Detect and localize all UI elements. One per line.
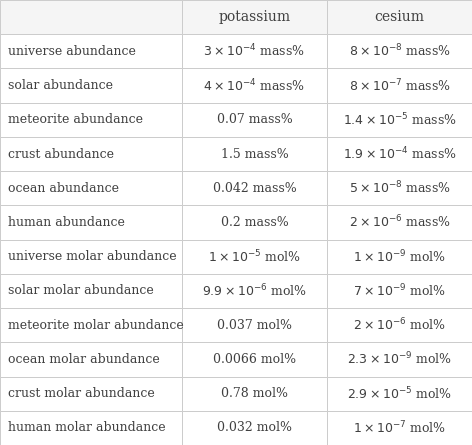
Text: $3\times10^{-4}$ mass%: $3\times10^{-4}$ mass% [203, 43, 305, 60]
Bar [327, 171, 472, 206]
Text: 0.042 mass%: 0.042 mass% [212, 182, 296, 195]
Bar [0, 171, 182, 206]
Text: $5\times10^{-8}$ mass%: $5\times10^{-8}$ mass% [349, 180, 450, 197]
Bar [327, 0, 472, 34]
Text: human molar abundance: human molar abundance [8, 421, 166, 434]
Text: $1.9\times10^{-4}$ mass%: $1.9\times10^{-4}$ mass% [343, 146, 456, 162]
Text: ocean abundance: ocean abundance [8, 182, 119, 195]
Bar [327, 411, 472, 445]
Text: 0.07 mass%: 0.07 mass% [217, 113, 292, 126]
Text: crust abundance: crust abundance [8, 148, 115, 161]
Bar [327, 103, 472, 137]
Text: cesium: cesium [375, 10, 424, 24]
Text: $1.4\times10^{-5}$ mass%: $1.4\times10^{-5}$ mass% [343, 112, 456, 128]
Bar [182, 308, 327, 342]
Bar [182, 376, 327, 411]
Bar [182, 34, 327, 69]
Bar [182, 0, 327, 34]
Bar [327, 274, 472, 308]
Text: 0.2 mass%: 0.2 mass% [220, 216, 288, 229]
Text: $7\times10^{-9}$ mol%: $7\times10^{-9}$ mol% [353, 283, 446, 299]
Text: 0.037 mol%: 0.037 mol% [217, 319, 292, 332]
Bar [182, 239, 327, 274]
Bar [327, 137, 472, 171]
Text: $8\times10^{-8}$ mass%: $8\times10^{-8}$ mass% [349, 43, 450, 60]
Bar [327, 239, 472, 274]
Text: 1.5 mass%: 1.5 mass% [220, 148, 288, 161]
Bar [0, 411, 182, 445]
Bar [0, 69, 182, 103]
Bar [0, 342, 182, 376]
Bar [0, 34, 182, 69]
Text: $8\times10^{-7}$ mass%: $8\times10^{-7}$ mass% [349, 77, 450, 94]
Bar [0, 239, 182, 274]
Bar [182, 69, 327, 103]
Text: $2.9\times10^{-5}$ mol%: $2.9\times10^{-5}$ mol% [347, 385, 452, 402]
Bar [327, 206, 472, 239]
Bar [182, 171, 327, 206]
Text: 0.032 mol%: 0.032 mol% [217, 421, 292, 434]
Bar [182, 342, 327, 376]
Text: universe abundance: universe abundance [8, 45, 136, 58]
Bar [327, 69, 472, 103]
Bar [182, 274, 327, 308]
Bar [327, 34, 472, 69]
Text: crust molar abundance: crust molar abundance [8, 387, 155, 400]
Bar [182, 137, 327, 171]
Text: solar molar abundance: solar molar abundance [8, 284, 154, 297]
Bar [0, 0, 182, 34]
Text: $1\times10^{-7}$ mol%: $1\times10^{-7}$ mol% [353, 420, 446, 436]
Text: meteorite abundance: meteorite abundance [8, 113, 143, 126]
Text: $1\times10^{-9}$ mol%: $1\times10^{-9}$ mol% [353, 248, 446, 265]
Bar [0, 137, 182, 171]
Text: $2\times10^{-6}$ mass%: $2\times10^{-6}$ mass% [349, 214, 450, 231]
Text: $2\times10^{-6}$ mol%: $2\times10^{-6}$ mol% [353, 317, 446, 333]
Text: meteorite molar abundance: meteorite molar abundance [8, 319, 184, 332]
Bar [327, 376, 472, 411]
Bar [0, 206, 182, 239]
Text: solar abundance: solar abundance [8, 79, 113, 92]
Text: 0.78 mol%: 0.78 mol% [221, 387, 288, 400]
Text: $1\times10^{-5}$ mol%: $1\times10^{-5}$ mol% [208, 248, 301, 265]
Text: potassium: potassium [219, 10, 290, 24]
Bar [0, 376, 182, 411]
Text: universe molar abundance: universe molar abundance [8, 250, 177, 263]
Text: $2.3\times10^{-9}$ mol%: $2.3\times10^{-9}$ mol% [347, 351, 452, 368]
Bar [182, 103, 327, 137]
Bar [182, 206, 327, 239]
Bar [182, 411, 327, 445]
Text: human abundance: human abundance [8, 216, 126, 229]
Text: 0.0066 mol%: 0.0066 mol% [213, 353, 296, 366]
Bar [327, 342, 472, 376]
Bar [0, 103, 182, 137]
Text: ocean molar abundance: ocean molar abundance [8, 353, 160, 366]
Text: $9.9\times10^{-6}$ mol%: $9.9\times10^{-6}$ mol% [202, 283, 307, 299]
Text: $4\times10^{-4}$ mass%: $4\times10^{-4}$ mass% [203, 77, 305, 94]
Bar [0, 274, 182, 308]
Bar [327, 308, 472, 342]
Bar [0, 308, 182, 342]
